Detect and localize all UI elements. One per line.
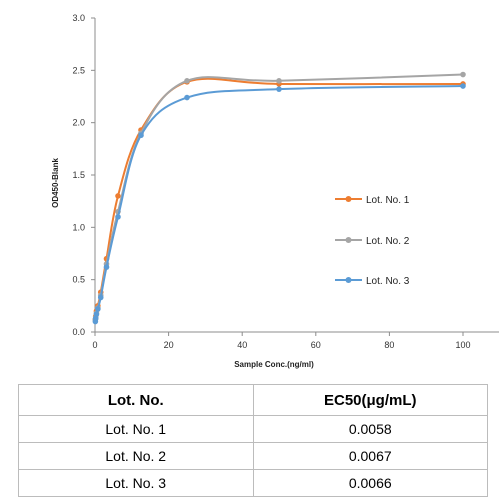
x-tick-label: 40: [237, 340, 247, 350]
data-point-lot-1: [115, 193, 121, 199]
lot-cell: Lot. No. 2: [18, 442, 254, 470]
y-tick-label: 0.0: [72, 327, 85, 337]
data-point-lot-3: [97, 294, 104, 301]
column-header-ec50: EC50(μg/mL): [252, 384, 488, 416]
data-point-lot-3: [115, 214, 121, 220]
y-axis-title: OD450-Blank: [51, 158, 60, 208]
legend-label: Lot. No. 1: [366, 195, 410, 206]
ec50-cell: 0.0066: [252, 469, 488, 497]
data-point-lot-3: [460, 83, 466, 89]
x-tick-label: 0: [92, 340, 97, 350]
lot-cell: Lot. No. 1: [18, 415, 254, 443]
column-header-lot: Lot. No.: [18, 384, 254, 416]
y-tick-label: 1.0: [72, 222, 85, 232]
data-point-lot-2: [184, 78, 190, 84]
ec50-table: Lot. No. EC50(μg/mL) Lot. No. 1 0.0058 L…: [18, 384, 488, 497]
data-point-lot-3: [103, 264, 110, 270]
x-tick-label: 80: [384, 340, 394, 350]
ec50-cell: 0.0067: [252, 442, 488, 470]
legend-swatch-marker: [345, 196, 352, 202]
y-tick-label: 0.5: [72, 275, 85, 285]
table-row: Lot. No. 1 0.0058: [18, 415, 488, 443]
data-point-lot-2: [276, 78, 282, 84]
table-row: Lot. No. 3 0.0066: [18, 469, 488, 497]
legend-swatch-marker: [345, 277, 352, 283]
y-tick-label: 2.5: [72, 65, 85, 75]
y-tick-label: 1.5: [72, 170, 85, 180]
data-point-lot-3: [93, 311, 100, 318]
ec50-cell: 0.0058: [252, 415, 488, 443]
chart-container: 0.0 0.5 1.0 1.5 2.0 2.5 3.0 0 20 40 60 80 100 Sample …: [51, 13, 499, 369]
legend-label: Lot. No. 3: [366, 276, 410, 287]
data-point-lot-3: [95, 306, 101, 312]
y-tick-label: 3.0: [72, 13, 85, 23]
data-point-lot-2: [460, 71, 466, 78]
data-point-lot-3: [184, 94, 190, 101]
data-point-lot-3: [138, 132, 144, 139]
x-axis-title: Sample Conc.(ng/ml): [234, 360, 314, 369]
data-point-lot-3: [276, 86, 282, 92]
legend-label: Lot. No. 2: [366, 236, 410, 247]
lot-cell: Lot. No. 3: [18, 469, 254, 497]
table-header-row: Lot. No. EC50(μg/mL): [18, 384, 488, 416]
x-tick-label: 100: [455, 340, 470, 350]
x-tick-label: 20: [164, 340, 174, 350]
y-tick-label: 2.0: [72, 118, 85, 128]
x-tick-label: 60: [311, 340, 321, 350]
legend-swatch-marker: [345, 237, 352, 243]
data-point-lot-3: [92, 315, 99, 322]
line-chart: 0.0 0.5 1.0 1.5 2.0 2.5 3.0 0 20 40 60 80 100 Sample …: [51, 13, 499, 369]
table-row: Lot. No. 2 0.0067: [18, 442, 488, 470]
